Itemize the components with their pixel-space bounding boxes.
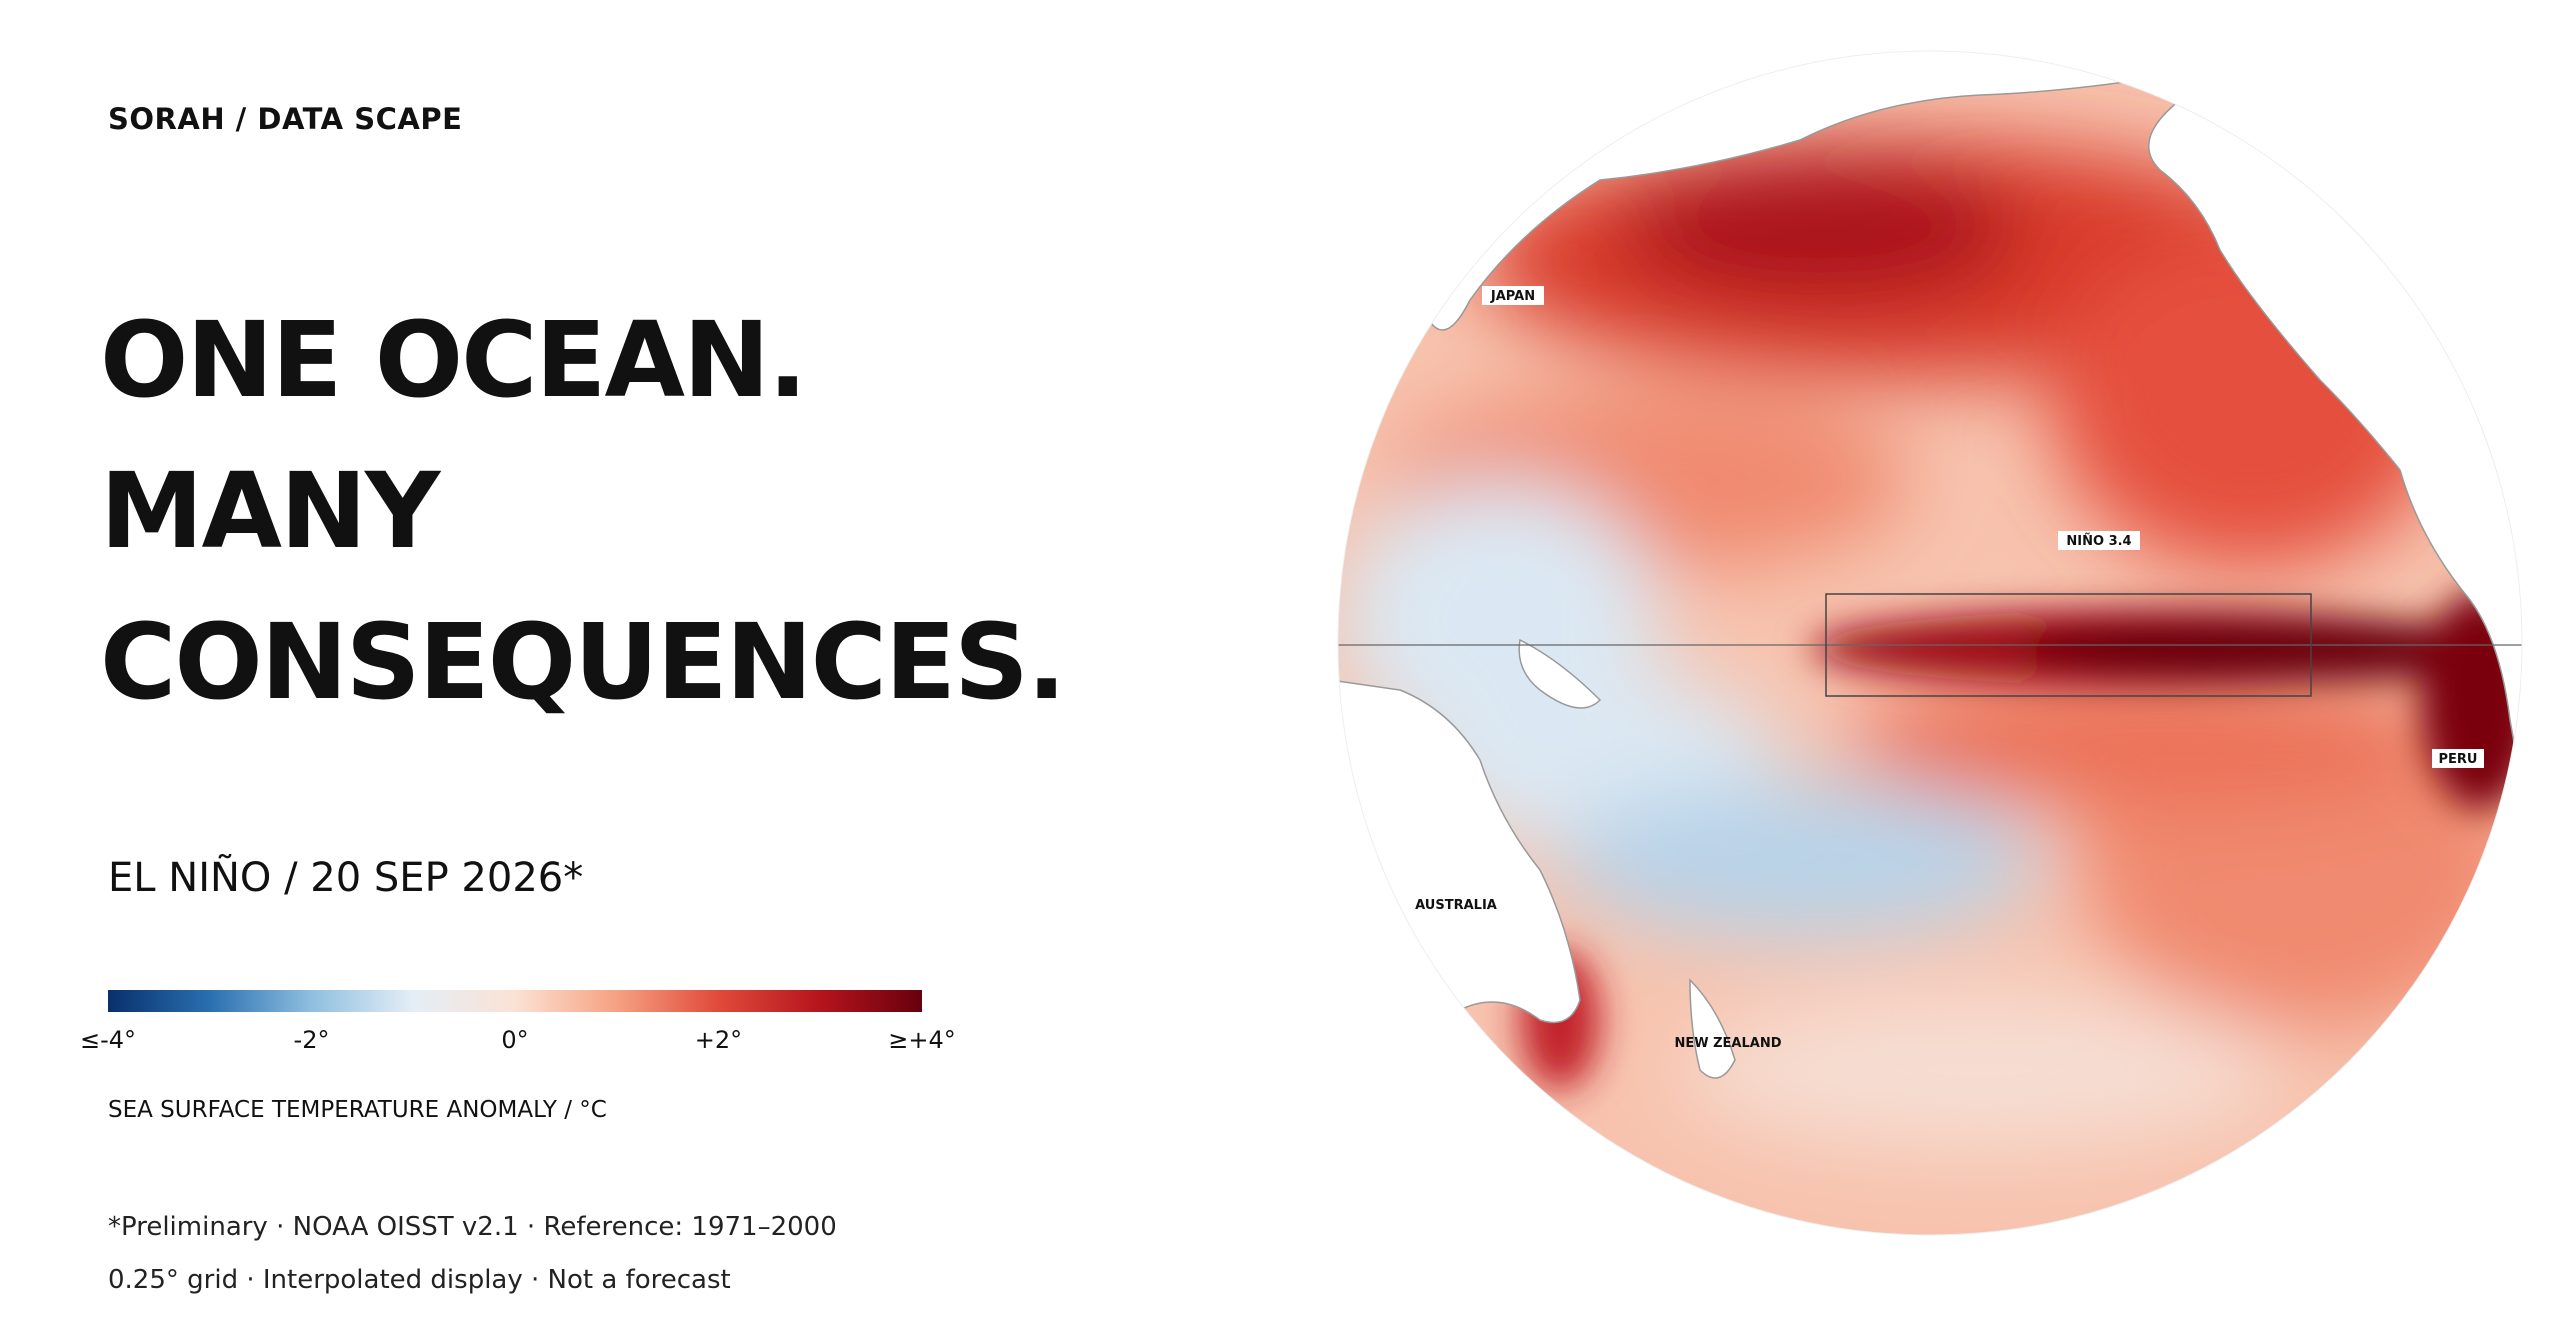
headline-line: CONSEQUENCES.: [100, 601, 1066, 723]
map-label: NEW ZEALAND: [1674, 1036, 1781, 1051]
map-label: NIÑO 3.4: [2066, 533, 2131, 549]
map-label: PERU: [2439, 752, 2478, 767]
map-labels: JAPAN NIÑO 3.4 PERU AUSTRALIA NEW ZEALAN…: [1415, 286, 2484, 1051]
colorbar-tick-label: 0°: [501, 1026, 528, 1054]
headline-line: ONE OCEAN.: [100, 299, 808, 421]
colorbar-tick-label: -2°: [294, 1026, 330, 1054]
colorbar-ramp: [108, 990, 922, 1012]
colorbar-tick-label: ≥+4°: [888, 1026, 956, 1054]
colorbar-tick-label: +2°: [695, 1026, 742, 1054]
label-bg: [1482, 286, 1544, 305]
globe: [1338, 51, 2522, 1235]
globe-outline: [1337, 50, 2523, 1236]
brand: SORAH / DATA SCAPE: [108, 102, 463, 136]
footnote: *Preliminary · NOAA OISST v2.1 · Referen…: [108, 1212, 837, 1242]
subtitle: EL NIÑO / 20 SEP 2026*: [108, 855, 584, 901]
colorbar-label: SEA SURFACE TEMPERATURE ANOMALY / °C: [108, 1097, 607, 1123]
nino-box: [1825, 593, 2312, 697]
map-label: AUSTRALIA: [1415, 898, 1497, 913]
footnote: 0.25° grid · Interpolated display · Not …: [108, 1265, 731, 1295]
label-bg: [2058, 531, 2140, 550]
colorbar-tick-label: ≤-4°: [80, 1026, 136, 1054]
headline: ONE OCEAN. MANY CONSEQUENCES.: [100, 285, 1066, 738]
colorbar: SEA SURFACE TEMPERATURE ANOMALY / °C ≤-4…: [80, 990, 956, 1123]
headline-line: MANY: [100, 450, 440, 572]
label-bg: [2432, 749, 2484, 768]
map-label: JAPAN: [1490, 289, 1535, 304]
